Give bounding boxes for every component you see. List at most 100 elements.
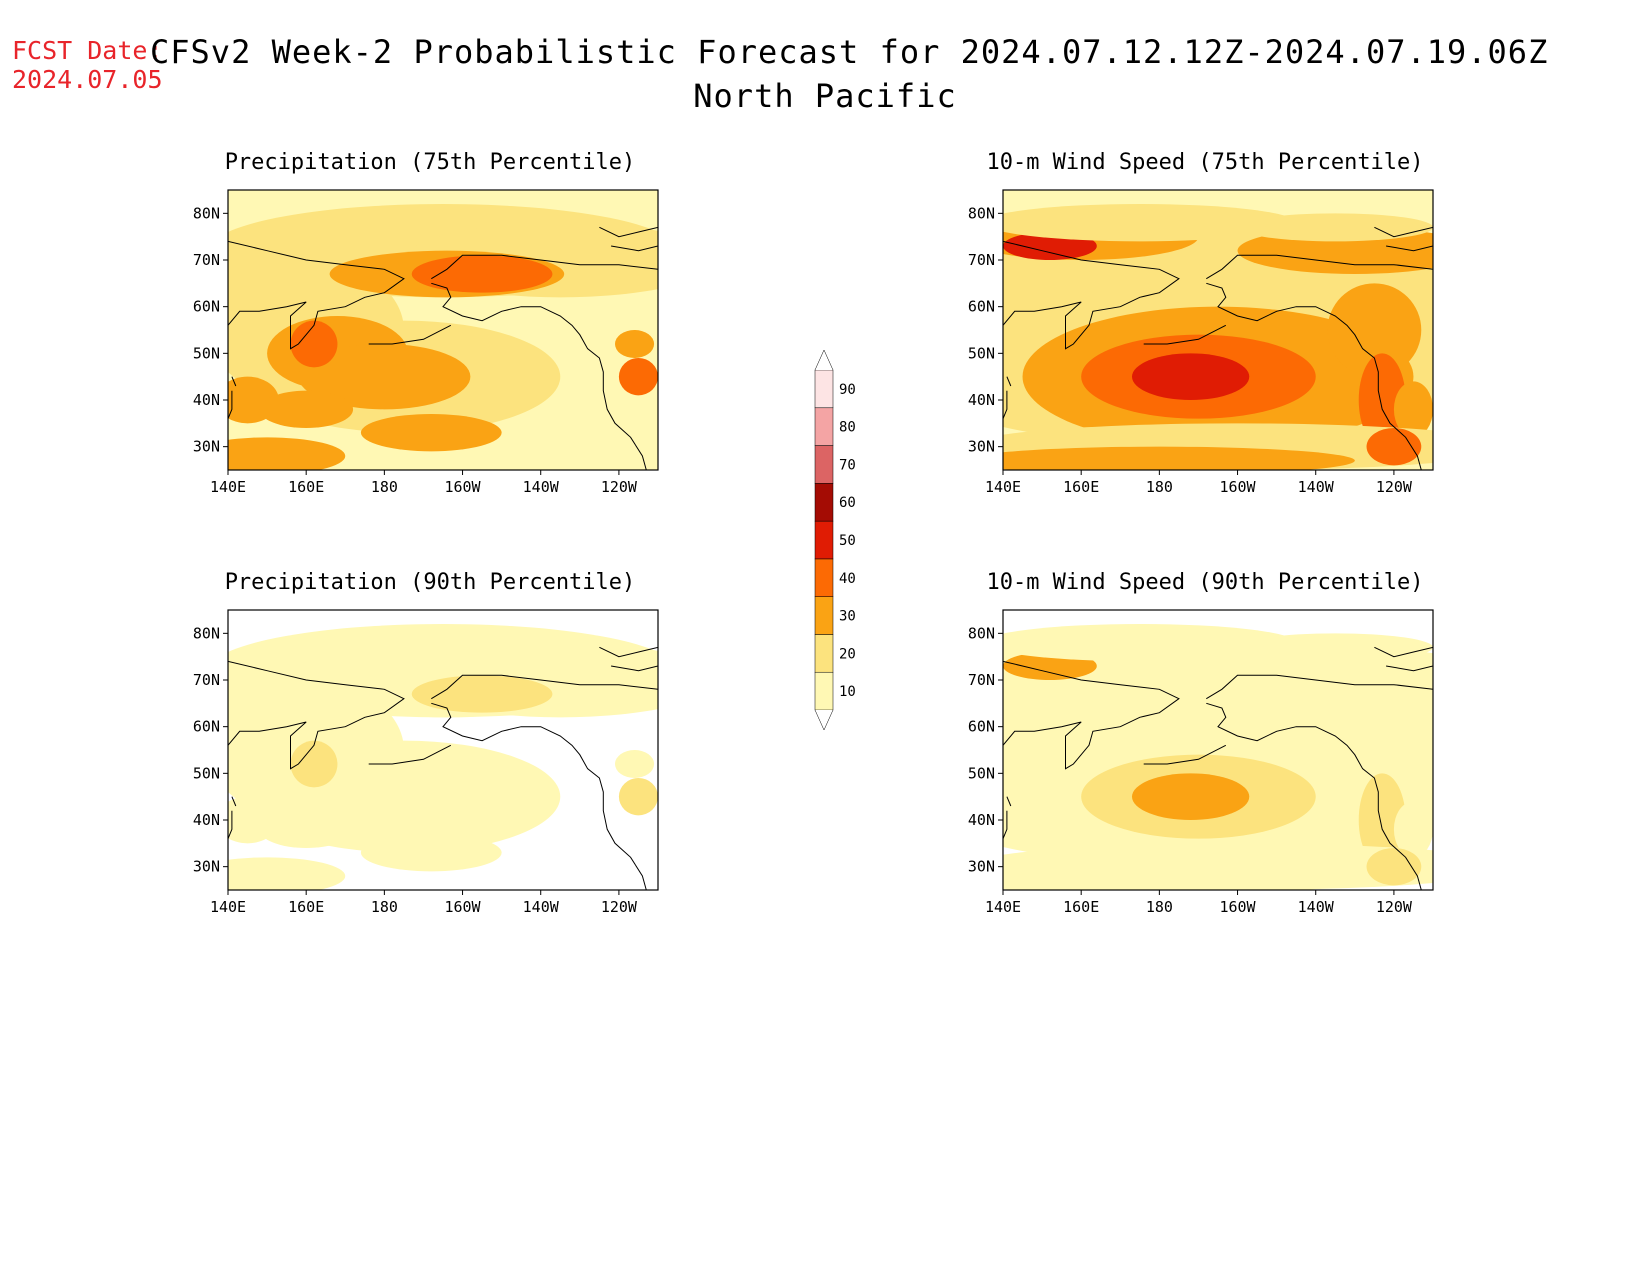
- colorbar-swatch: [814, 634, 834, 673]
- lon-tick-label: 180: [371, 898, 398, 916]
- panel-title: 10-m Wind Speed (75th Percentile): [986, 150, 1424, 175]
- lon-tick-label: 160E: [1063, 478, 1099, 496]
- lon-tick-label: 140W: [1298, 898, 1335, 916]
- shading: [228, 610, 658, 890]
- lon-tick-label: 180: [1146, 898, 1173, 916]
- colorbar-swatch: [814, 445, 834, 484]
- coastline: [1206, 254, 1433, 280]
- shade-blob: [1366, 848, 1422, 886]
- lon-tick-label: 140E: [985, 478, 1021, 496]
- shade-blob: [1003, 446, 1355, 470]
- lat-tick-label: 60N: [193, 718, 220, 736]
- coastline: [599, 226, 658, 238]
- lat-tick-label: 30N: [968, 858, 995, 876]
- lat-tick-label: 70N: [968, 251, 995, 269]
- coastline: [1006, 796, 1012, 807]
- shade-blob: [1132, 353, 1250, 400]
- shade-blob: [1327, 283, 1422, 377]
- shade-blob: [411, 255, 553, 293]
- shade-blob: [360, 414, 502, 452]
- coastline: [1386, 665, 1433, 672]
- lon-tick-label: 160E: [288, 478, 324, 496]
- lat-tick-label: 70N: [968, 671, 995, 689]
- map-frame: [227, 189, 659, 471]
- lat-tick-label: 50N: [968, 764, 995, 782]
- wind-90-panel: 10-m Wind Speed (90th Percentile) 140E 16…: [945, 570, 1465, 940]
- lat-tick-label: 40N: [193, 391, 220, 409]
- lat-tick-label: 80N: [193, 204, 220, 222]
- shade-blob: [228, 437, 346, 470]
- shade-blob: [290, 740, 338, 788]
- shade-blob: [618, 358, 658, 396]
- shade-blob: [1237, 213, 1433, 242]
- fcst-date: 2024.07.05: [12, 65, 163, 94]
- shade-blob: [228, 246, 326, 321]
- lon-tick-label: 140W: [523, 898, 560, 916]
- colorbar-swatch: [814, 520, 834, 560]
- map-frame: [1002, 609, 1434, 891]
- coastline: [1386, 245, 1433, 252]
- colorbar-top-arrow: [814, 349, 834, 371]
- coastline: [1206, 282, 1422, 470]
- shade-blob: [1003, 624, 1297, 662]
- colorbar-swatch: [814, 671, 834, 711]
- colorbar-label: 10: [839, 684, 856, 700]
- lat-tick-label: 60N: [193, 298, 220, 316]
- coastline: [1143, 744, 1227, 765]
- coastline: [431, 702, 647, 890]
- wind-75-panel: 10-m Wind Speed (75th Percentile) 140E 16…: [945, 150, 1465, 520]
- coastline: [368, 744, 452, 765]
- coastline: [1206, 702, 1422, 890]
- coastline: [231, 376, 237, 387]
- lat-tick-label: 60N: [968, 718, 995, 736]
- coastline: [1374, 226, 1433, 238]
- coastlines: [228, 226, 658, 470]
- colorbar-swatch: [814, 483, 834, 522]
- lon-tick-label: 140E: [210, 898, 246, 916]
- shade-blob: [1003, 866, 1355, 890]
- lat-tick-label: 80N: [193, 624, 220, 642]
- coastline: [1003, 660, 1180, 770]
- lon-tick-label: 180: [1146, 478, 1173, 496]
- lat-tick-label: 60N: [968, 298, 995, 316]
- coastline: [431, 254, 658, 280]
- precip-90-panel: Precipitation (90th Percentile) 140E 160E…: [170, 570, 690, 940]
- fcst-date-label: FCST Date: 2024.07.05: [12, 36, 163, 94]
- coastline: [599, 646, 658, 658]
- shade-blob: [1237, 633, 1433, 662]
- lat-tick-label: 50N: [193, 344, 220, 362]
- colorbar-label: 40: [839, 571, 856, 587]
- shade-blob: [259, 390, 354, 428]
- map-content: 140E 160E 180 160W 140W 120W 80N 70N 60N 50N 40N 30…: [193, 189, 659, 496]
- shading: [228, 190, 658, 470]
- lat-tick-label: 40N: [968, 811, 995, 829]
- shade-blob: [1327, 703, 1422, 797]
- coastline: [431, 674, 658, 700]
- colorbar-label: 70: [839, 457, 856, 473]
- lon-tick-label: 120W: [601, 898, 638, 916]
- colorbar-label: 30: [839, 609, 856, 625]
- shade-blob: [1132, 773, 1250, 820]
- lon-tick-label: 160W: [1219, 478, 1256, 496]
- shade-blob: [1393, 801, 1433, 858]
- colorbar-bottom-arrow: [814, 709, 834, 731]
- lon-tick-label: 120W: [601, 478, 638, 496]
- shade-blob: [618, 778, 658, 816]
- lat-tick-label: 30N: [968, 438, 995, 456]
- coastline: [368, 324, 452, 345]
- lon-tick-label: 160W: [444, 898, 481, 916]
- lon-tick-label: 120W: [1376, 478, 1413, 496]
- shade-blob: [411, 675, 553, 713]
- lat-tick-label: 40N: [193, 811, 220, 829]
- lon-tick-label: 120W: [1376, 898, 1413, 916]
- map-frame: [227, 609, 659, 891]
- coastline: [611, 245, 658, 252]
- main-title: CFSv2 Week-2 Probabilistic Forecast for …: [150, 30, 1547, 118]
- lat-tick-label: 80N: [968, 624, 995, 642]
- coastline: [1143, 324, 1227, 345]
- lon-tick-label: 180: [371, 478, 398, 496]
- colorbar-label: 50: [839, 533, 856, 549]
- lat-tick-label: 30N: [193, 858, 220, 876]
- map-content: 140E 160E 180 160W 140W 120W 80N 70N 60N 50N 40N 30…: [193, 609, 659, 916]
- map-content: 140E 160E 180 160W 140W 120W 80N 70N 60N 50N 40N 30…: [968, 609, 1434, 916]
